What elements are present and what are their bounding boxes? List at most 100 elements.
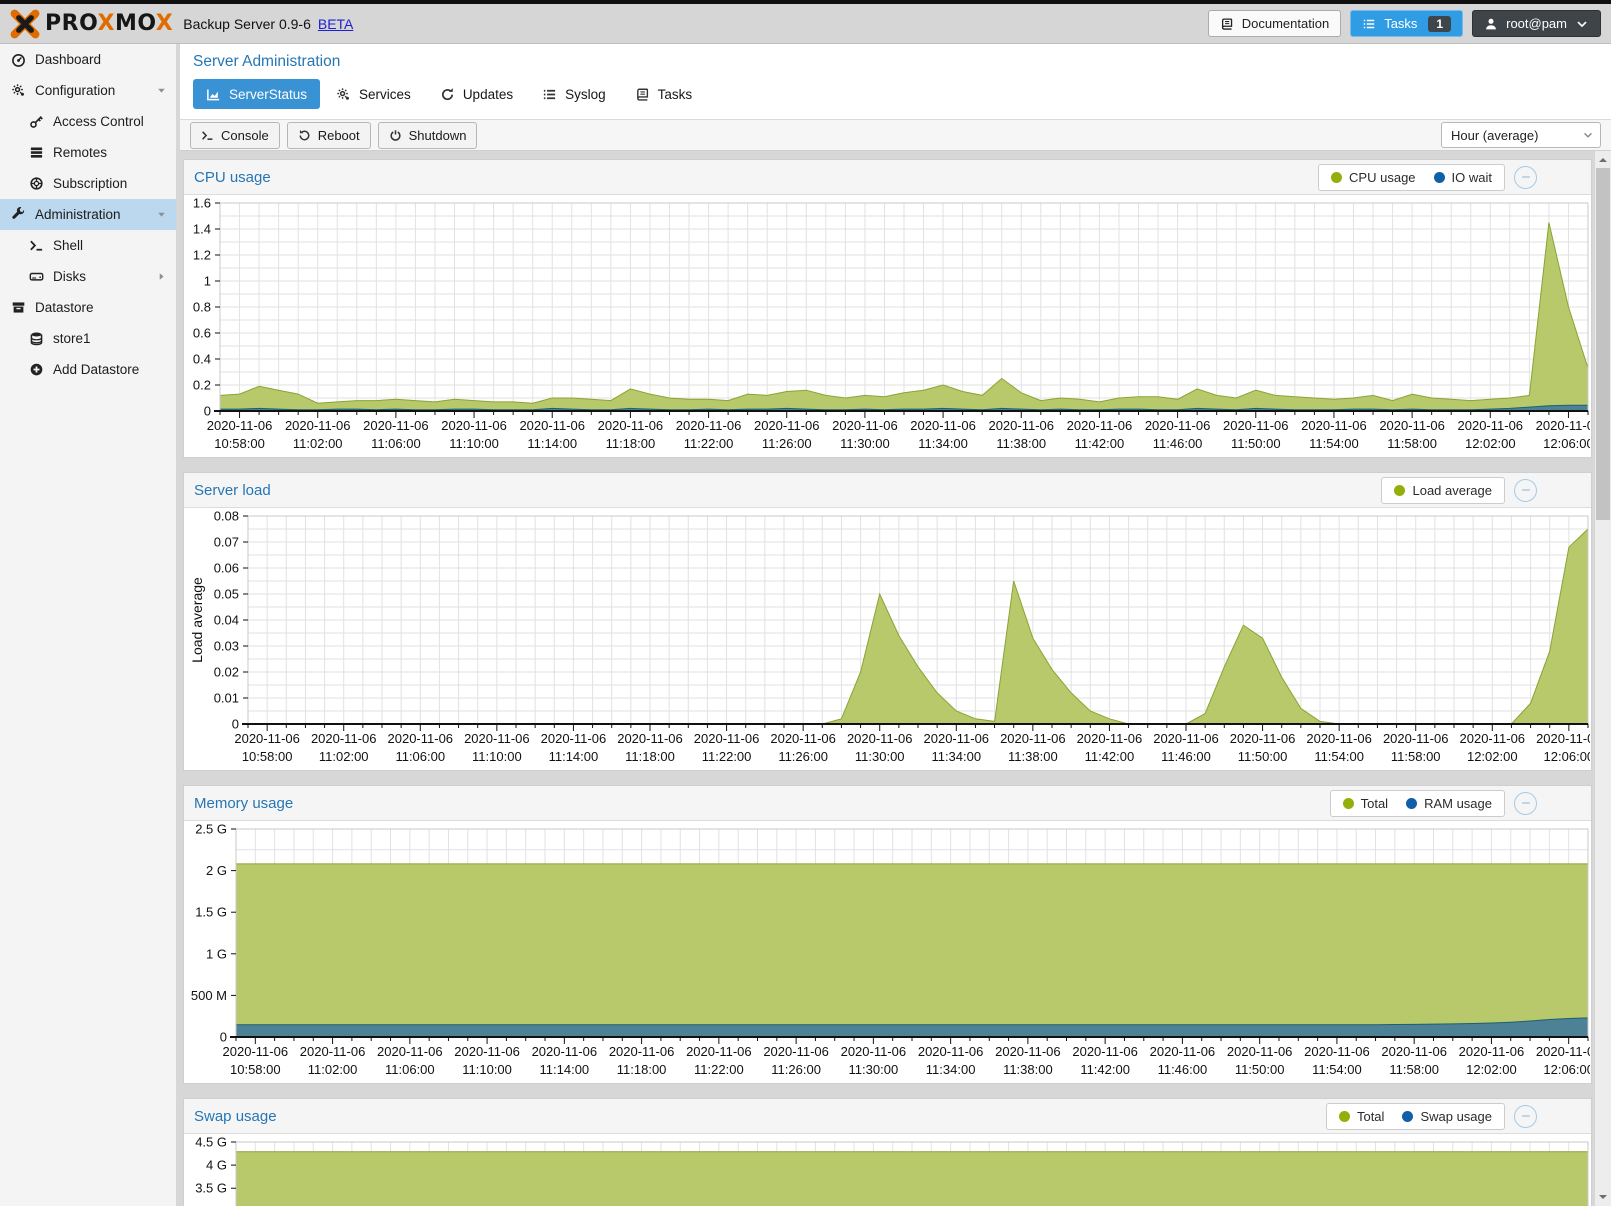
- svg-text:11:50:00: 11:50:00: [1231, 436, 1281, 451]
- user-icon: [1486, 18, 1497, 29]
- collapse-panel-button[interactable]: [1514, 1104, 1537, 1128]
- tab-tasks[interactable]: Tasks: [622, 79, 706, 109]
- tasks-button-label: Tasks: [1384, 16, 1418, 31]
- collapse-panel-button[interactable]: [1514, 165, 1537, 189]
- svg-text:1.5 G: 1.5 G: [195, 905, 227, 920]
- svg-text:11:06:00: 11:06:00: [371, 436, 421, 451]
- svg-text:2020-11-06: 2020-11-06: [1067, 418, 1133, 433]
- legend-label: Total: [1360, 795, 1389, 811]
- svg-text:1.6: 1.6: [193, 196, 211, 211]
- sidebar-item-administration[interactable]: Administration: [0, 199, 176, 230]
- reboot-button[interactable]: Reboot: [286, 121, 371, 149]
- svg-text:11:22:00: 11:22:00: [684, 436, 734, 451]
- svg-text:500 M: 500 M: [191, 988, 227, 1003]
- tasks-button[interactable]: Tasks 1: [1350, 10, 1464, 37]
- svg-text:11:06:00: 11:06:00: [385, 1062, 435, 1077]
- sidebar-item-remotes[interactable]: Remotes: [0, 137, 176, 168]
- legend-label: Swap usage: [1420, 1108, 1492, 1124]
- svg-text:2020-11-06: 2020-11-06: [377, 1044, 443, 1059]
- timeframe-select[interactable]: Hour (average): [1441, 122, 1601, 148]
- tab-syslog[interactable]: Syslog: [529, 79, 619, 109]
- chart-panel-memory-usage: Memory usage Total RAM usage 2020-11-06 10:5…: [183, 785, 1592, 1084]
- legend-item-total[interactable]: Total: [1338, 1109, 1384, 1124]
- sidebar-item-label: Dashboard: [35, 52, 102, 67]
- tab-serverstatus[interactable]: ServerStatus: [193, 79, 321, 109]
- content-header: Server Administration ServerStatus Servic…: [180, 44, 1611, 119]
- expand-caret-down-icon[interactable]: [156, 209, 167, 220]
- reboot-button-label: Reboot: [317, 127, 360, 143]
- sidebar-item-label: Add Datastore: [53, 362, 140, 377]
- svg-text:1.4: 1.4: [193, 222, 211, 237]
- scrollbar-thumb[interactable]: [1596, 168, 1610, 520]
- chart-canvas-swap-usage: 2020-11-0610:58:002020-11-0611:02:002020…: [195, 1135, 1589, 1206]
- svg-text:11:58:00: 11:58:00: [1391, 749, 1441, 764]
- scroll-up-button[interactable]: [1595, 152, 1611, 168]
- svg-text:3.5 G: 3.5 G: [195, 1181, 227, 1196]
- legend-item-io-wait[interactable]: IO wait: [1433, 170, 1492, 185]
- tasks-count-badge: 1: [1428, 15, 1452, 32]
- svg-text:2020-11-06: 2020-11-06: [995, 1044, 1061, 1059]
- legend-item-ram-usage[interactable]: RAM usage: [1406, 796, 1492, 811]
- shutdown-button[interactable]: Shutdown: [377, 121, 478, 149]
- sidebar-item-disks[interactable]: Disks: [0, 261, 176, 292]
- sidebar-item-datastore[interactable]: Datastore: [0, 292, 176, 323]
- svg-text:2020-11-06: 2020-11-06: [234, 731, 300, 746]
- sidebar-item-configuration[interactable]: Configuration: [0, 75, 176, 106]
- svg-text:2020-11-06: 2020-11-06: [1077, 731, 1143, 746]
- sidebar-item-access-control[interactable]: Access Control: [0, 106, 176, 137]
- svg-text:12:02:00: 12:02:00: [1466, 1062, 1517, 1077]
- documentation-button[interactable]: Documentation: [1207, 10, 1342, 37]
- panel-header: Swap usage Total Swap usage: [184, 1099, 1591, 1134]
- sidebar-item-label: Access Control: [53, 114, 144, 129]
- legend-item-total[interactable]: Total: [1342, 795, 1389, 811]
- svg-text:2020-11-06: 2020-11-06: [1536, 418, 1590, 433]
- tab-label: Services: [359, 86, 411, 102]
- panel-header: Server load Load average: [184, 473, 1591, 508]
- main-content: Server Administration ServerStatus Servic…: [180, 44, 1611, 1206]
- sidebar-item-dashboard[interactable]: Dashboard: [0, 44, 176, 75]
- chart-panel-swap-usage: Swap usage Total Swap usage 2020-11-0610:58…: [183, 1098, 1592, 1206]
- svg-text:0.07: 0.07: [214, 535, 239, 550]
- tab-services[interactable]: Services: [323, 79, 424, 109]
- legend-label: CPU usage: [1349, 169, 1416, 185]
- app-header: PROXMOX Backup Server 0.9-6 BETA Documen…: [0, 4, 1611, 44]
- svg-text:11:14:00: 11:14:00: [540, 1062, 590, 1077]
- tab-label: ServerStatus: [229, 86, 308, 102]
- sidebar-item-store1[interactable]: store1: [0, 323, 176, 354]
- vertical-scrollbar[interactable]: [1595, 151, 1611, 1206]
- list-icon: [543, 89, 556, 99]
- svg-text:0.2: 0.2: [193, 378, 211, 393]
- refresh-icon: [441, 87, 453, 100]
- user-menu-button[interactable]: root@pam: [1472, 10, 1601, 37]
- svg-text:11:46:00: 11:46:00: [1158, 1062, 1208, 1077]
- svg-text:11:50:00: 11:50:00: [1238, 749, 1288, 764]
- collapse-panel-button[interactable]: [1514, 478, 1537, 502]
- svg-text:2020-11-06: 2020-11-06: [285, 418, 351, 433]
- username-label: root@pam: [1506, 16, 1567, 31]
- svg-text:2020-11-06: 2020-11-06: [1460, 731, 1526, 746]
- legend-item-load-average[interactable]: Load average: [1394, 483, 1492, 498]
- legend-label: RAM usage: [1424, 795, 1492, 811]
- svg-text:11:26:00: 11:26:00: [778, 749, 828, 764]
- tab-updates[interactable]: Updates: [427, 79, 526, 109]
- collapse-panel-button[interactable]: [1514, 791, 1537, 815]
- scroll-down-button[interactable]: [1595, 1189, 1611, 1205]
- svg-text:2020-11-06: 2020-11-06: [1383, 731, 1449, 746]
- minus-icon: [1521, 1115, 1530, 1117]
- svg-text:2020-11-06: 2020-11-06: [1536, 731, 1590, 746]
- svg-text:11:30:00: 11:30:00: [849, 1062, 899, 1077]
- product-version-label: Backup Server 0.9-6: [183, 15, 311, 32]
- svg-text:2020-11-06: 2020-11-06: [1153, 731, 1219, 746]
- legend-item-cpu-usage[interactable]: CPU usage: [1331, 169, 1416, 185]
- expand-caret-right-icon[interactable]: [156, 271, 167, 282]
- sidebar-item-shell[interactable]: Shell: [0, 230, 176, 261]
- chart-canvas-server-load: 2020-11-06 10:58:00 2020-11-06 11:02:00 2020…: [189, 509, 1590, 765]
- beta-link[interactable]: BETA: [317, 15, 354, 32]
- reboot-icon: [298, 129, 311, 142]
- console-button[interactable]: Console: [190, 121, 280, 149]
- sidebar-item-add-datastore[interactable]: Add Datastore: [0, 354, 176, 385]
- gears-icon: [336, 87, 351, 102]
- sidebar-item-subscription[interactable]: Subscription: [0, 168, 176, 199]
- legend-item-swap-usage[interactable]: Swap usage: [1402, 1109, 1492, 1124]
- expand-caret-down-icon[interactable]: [156, 85, 167, 96]
